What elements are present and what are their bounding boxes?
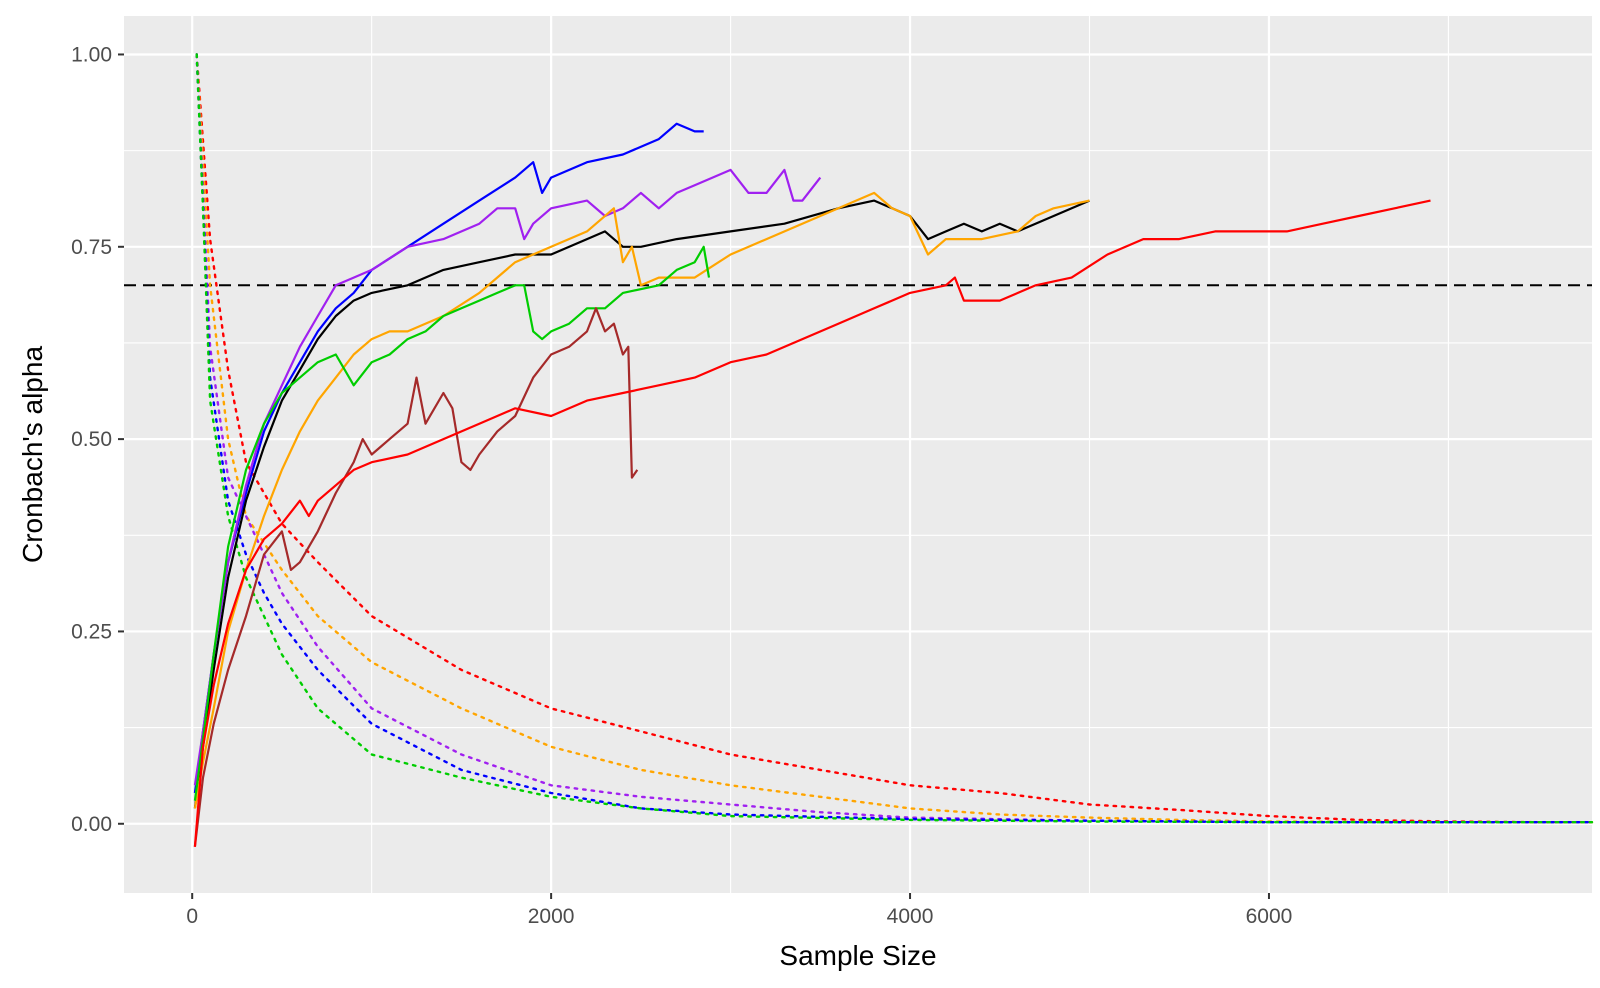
y-axis-title: Cronbach's alpha [17, 346, 48, 563]
series-line-green [193, 245, 711, 801]
y-tick-label: 0.50 [71, 428, 112, 451]
y-axis: 0.00 0.25 0.50 0.75 1.00 [71, 43, 124, 836]
series-line-red [193, 199, 1431, 847]
plot-panel [124, 16, 1592, 893]
y-tick-label: 0.75 [71, 236, 112, 259]
x-axis-title: Sample Size [779, 940, 936, 971]
y-tick-label: 0.25 [71, 620, 112, 643]
major-gridlines [124, 16, 1592, 893]
series-layer [193, 53, 1594, 847]
x-tick-label: 6000 [1246, 905, 1293, 928]
series-line-black [193, 199, 1090, 809]
series-line-purple-dotted [195, 53, 1594, 824]
x-tick-label: 0 [186, 905, 198, 928]
x-axis: 0 2000 4000 6000 [186, 893, 1292, 928]
y-tick-label: 0.00 [71, 813, 112, 836]
series-line-brown [193, 307, 639, 847]
series-line-orange [193, 191, 1090, 809]
series-line-purple [193, 168, 822, 786]
x-tick-label: 2000 [528, 905, 575, 928]
y-tick-label: 1.00 [71, 43, 112, 66]
series-line-red-dotted [195, 53, 1594, 824]
x-tick-label: 4000 [887, 905, 934, 928]
series-line-green-dotted [195, 53, 1594, 824]
